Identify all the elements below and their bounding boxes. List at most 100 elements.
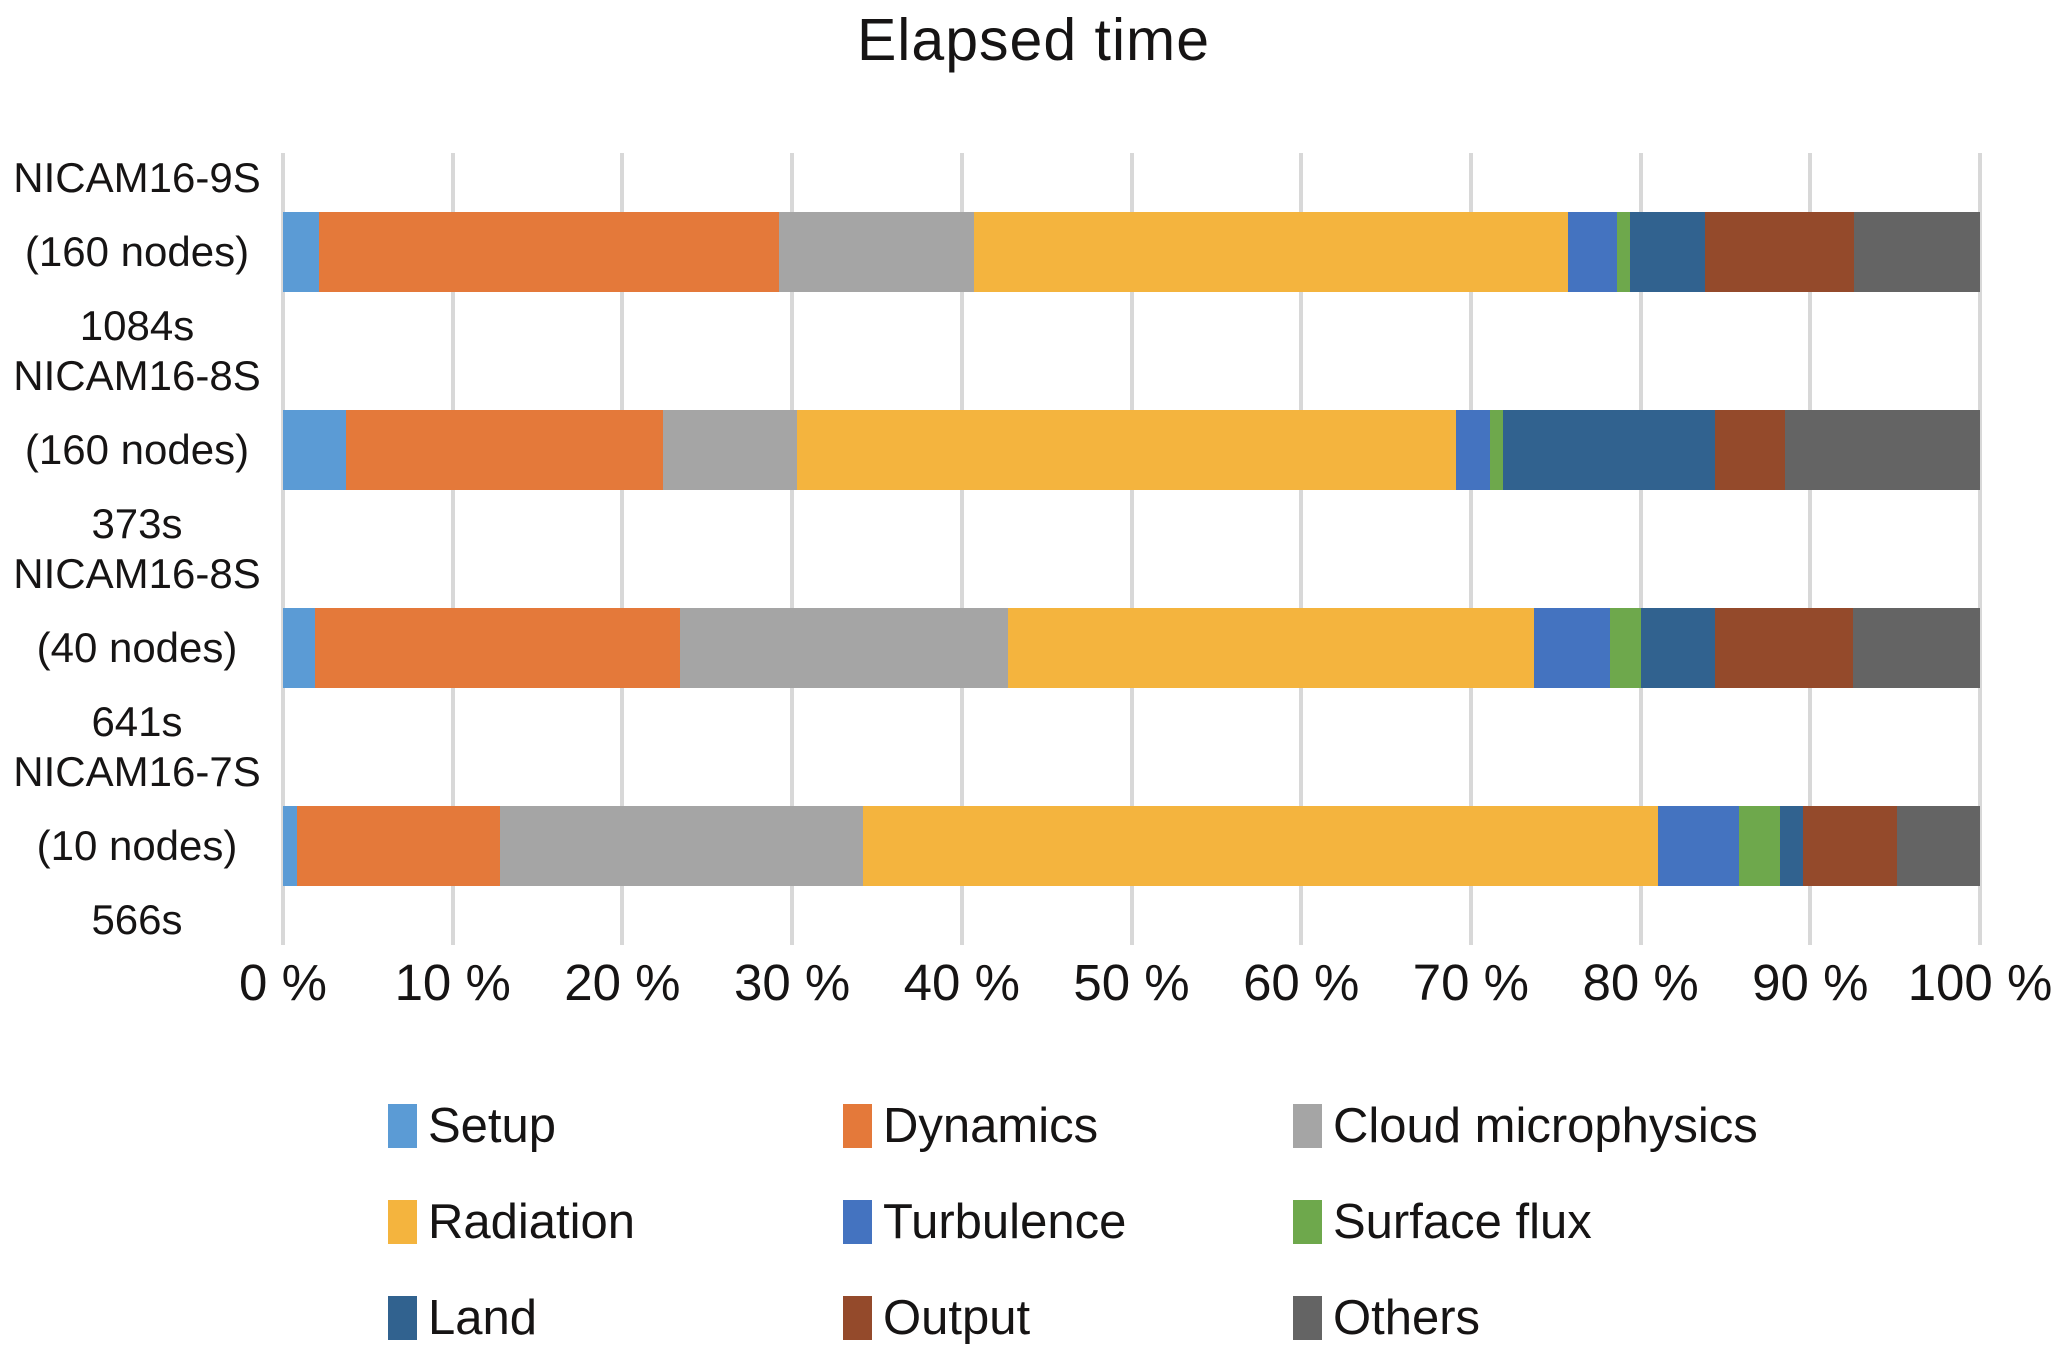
legend-item-setup: Setup xyxy=(388,1098,843,1154)
legend-label: Cloud microphysics xyxy=(1333,1099,1758,1153)
bar-segment-setup xyxy=(283,410,346,490)
category-label-line: 1084s xyxy=(79,302,195,349)
gridline xyxy=(450,153,455,945)
bar-segment-cloud-microphysics xyxy=(778,212,974,292)
x-tick-label: 100 % xyxy=(1907,954,2053,1011)
x-tick-label: 70 % xyxy=(1412,954,1530,1011)
legend-item-cloud-microphysics: Cloud microphysics xyxy=(1293,1098,1758,1154)
bar-segment-surface-flux xyxy=(1616,212,1631,292)
chart-title: Elapsed time xyxy=(856,7,1211,73)
category-label-line: (40 nodes) xyxy=(36,624,238,671)
gridline xyxy=(1808,153,1813,945)
category-label: NICAM16-8S (160 nodes) 373s xyxy=(0,351,274,549)
category-label-line: NICAM16-8S xyxy=(13,352,261,399)
bar-segment-others xyxy=(1784,410,1980,490)
bar-segment-cloud-microphysics xyxy=(680,608,1008,688)
bar-segment-radiation xyxy=(973,212,1568,292)
bar-segment-setup xyxy=(283,212,319,292)
legend-label: Output xyxy=(883,1291,1031,1345)
category-axis: NICAM16-9S (160 nodes) 1084s NICAM16-8S (160… xyxy=(0,153,274,945)
bar-segment-turbulence xyxy=(1533,608,1611,688)
legend-swatch xyxy=(388,1296,417,1340)
bar-row xyxy=(283,212,1980,292)
bar-segment-radiation xyxy=(1007,608,1534,688)
x-tick-label: 40 % xyxy=(903,954,1020,1011)
legend-label: Setup xyxy=(428,1099,557,1153)
x-tick-label: 10 % xyxy=(394,954,511,1011)
bar-segment-dynamics xyxy=(296,806,501,886)
bar-segment-land xyxy=(1630,212,1705,292)
bar-segment-setup xyxy=(283,806,297,886)
legend-item-output: Output xyxy=(843,1290,1293,1346)
bar-segment-output xyxy=(1715,608,1853,688)
category-label: NICAM16-9S (160 nodes) 1084s xyxy=(0,153,274,351)
legend-item-dynamics: Dynamics xyxy=(843,1098,1293,1154)
bar-segment-cloud-microphysics xyxy=(500,806,864,886)
x-tick-label: 20 % xyxy=(564,954,681,1011)
bar-segment-others xyxy=(1852,608,1980,688)
bar-segment-turbulence xyxy=(1657,806,1739,886)
x-tick-label: 60 % xyxy=(1243,954,1360,1011)
bar-segment-dynamics xyxy=(345,410,664,490)
bar-segment-output xyxy=(1715,410,1785,490)
category-label: NICAM16-7S (10 nodes) 566s xyxy=(0,747,274,945)
legend-swatch xyxy=(388,1104,417,1148)
bar-row xyxy=(283,410,1980,490)
bar-segment-turbulence xyxy=(1567,212,1617,292)
category-label-line: (160 nodes) xyxy=(24,426,250,473)
gridline xyxy=(281,153,285,945)
bar-segment-surface-flux xyxy=(1738,806,1780,886)
legend-swatch xyxy=(843,1104,872,1148)
bar-segment-land xyxy=(1779,806,1804,886)
bar-segment-output xyxy=(1803,806,1897,886)
bar-segment-dynamics xyxy=(315,608,681,688)
plot-area xyxy=(281,153,1982,945)
gridline xyxy=(790,153,795,945)
legend-label: Dynamics xyxy=(883,1099,1099,1153)
bar-segment-others xyxy=(1896,806,1980,886)
legend-label: Land xyxy=(428,1291,538,1345)
legend-label: Radiation xyxy=(428,1195,636,1249)
legend-item-land: Land xyxy=(388,1290,843,1346)
category-label-line: (160 nodes) xyxy=(24,228,250,275)
category-label-line: 373s xyxy=(91,500,183,547)
bar-segment-surface-flux xyxy=(1610,608,1641,688)
legend-label: Turbulence xyxy=(883,1195,1127,1249)
legend-swatch xyxy=(843,1296,872,1340)
category-label-line: 566s xyxy=(91,896,183,943)
bar-segment-surface-flux xyxy=(1489,410,1504,490)
gridline xyxy=(959,153,964,945)
category-label-line: 641s xyxy=(91,698,183,745)
x-axis: 0 % 10 % 20 % 30 % 40 % 50 % 60 % 70 % 80 % 90 % 1… xyxy=(239,953,2052,1025)
bar-segment-others xyxy=(1854,212,1980,292)
legend-label: Others xyxy=(1333,1291,1481,1345)
category-label: NICAM16-8S (40 nodes) 641s xyxy=(0,549,274,747)
x-tick-label: 0 % xyxy=(239,954,327,1011)
x-tick-label: 30 % xyxy=(733,954,851,1011)
bar-segment-output xyxy=(1705,212,1855,292)
legend-swatch xyxy=(843,1200,872,1244)
bar-segment-land xyxy=(1640,608,1716,688)
bar-segment-radiation xyxy=(863,806,1658,886)
legend-swatch xyxy=(1293,1296,1322,1340)
legend-item-surface-flux: Surface flux xyxy=(1293,1194,1758,1250)
legend-item-turbulence: Turbulence xyxy=(843,1194,1293,1250)
legend-swatch xyxy=(1293,1104,1322,1148)
gridline xyxy=(1978,153,1982,945)
bar-segment-dynamics xyxy=(318,212,779,292)
category-label-line: NICAM16-9S xyxy=(13,154,261,201)
gridline xyxy=(1638,153,1643,945)
bar-segment-turbulence xyxy=(1455,410,1490,490)
category-label-line: NICAM16-7S xyxy=(13,748,261,795)
legend-swatch xyxy=(388,1200,417,1244)
bar-segment-land xyxy=(1503,410,1716,490)
gridline xyxy=(620,153,625,945)
bar-row xyxy=(283,806,1980,886)
legend-label: Surface flux xyxy=(1333,1195,1592,1249)
bar-segment-radiation xyxy=(797,410,1456,490)
bar-row xyxy=(283,608,1980,688)
gridline xyxy=(1299,153,1304,945)
legend: Setup Dynamics Cloud microphysics Radiation… xyxy=(388,1078,1758,1348)
gridline xyxy=(1468,153,1473,945)
